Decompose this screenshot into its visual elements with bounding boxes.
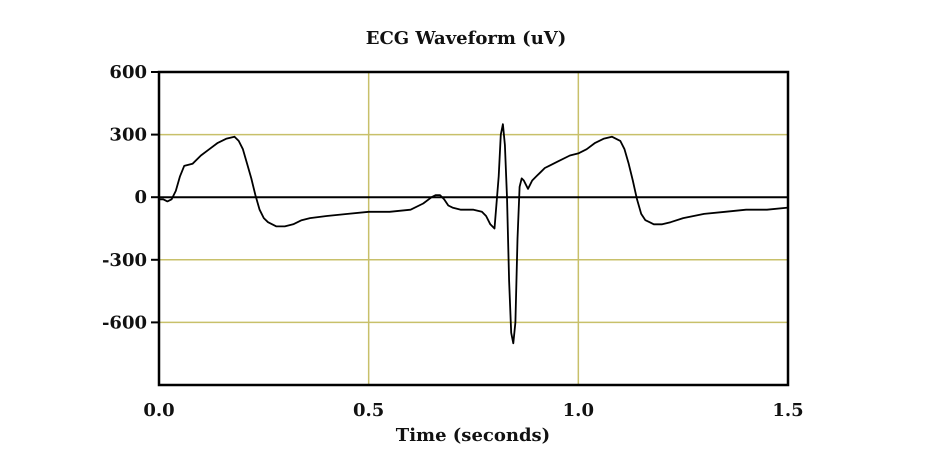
plot-area — [159, 72, 788, 385]
x-tick-label: 0.0 — [143, 400, 174, 421]
x-tick-label: 0.5 — [353, 400, 384, 421]
plot-frame — [157, 70, 790, 387]
y-tick-label: 300 — [109, 125, 147, 146]
y-tick-label: 600 — [109, 62, 147, 83]
chart-title: ECG Waveform (uV) — [366, 28, 567, 49]
x-tick-label: 1.5 — [772, 400, 803, 421]
x-axis-label: Time (seconds) — [396, 425, 550, 446]
x-axis-ticks: 0.0 0.5 1.0 1.5 — [143, 400, 803, 421]
y-tick-label: -600 — [102, 312, 147, 333]
y-tick-label: -300 — [102, 250, 147, 271]
ecg-trace — [159, 123, 789, 345]
y-axis-ticks: 600 300 0 -300 -600 — [102, 62, 159, 333]
y-tick-label: 0 — [134, 187, 147, 208]
grid-lines — [159, 72, 788, 385]
x-tick-label: 1.0 — [563, 400, 594, 421]
